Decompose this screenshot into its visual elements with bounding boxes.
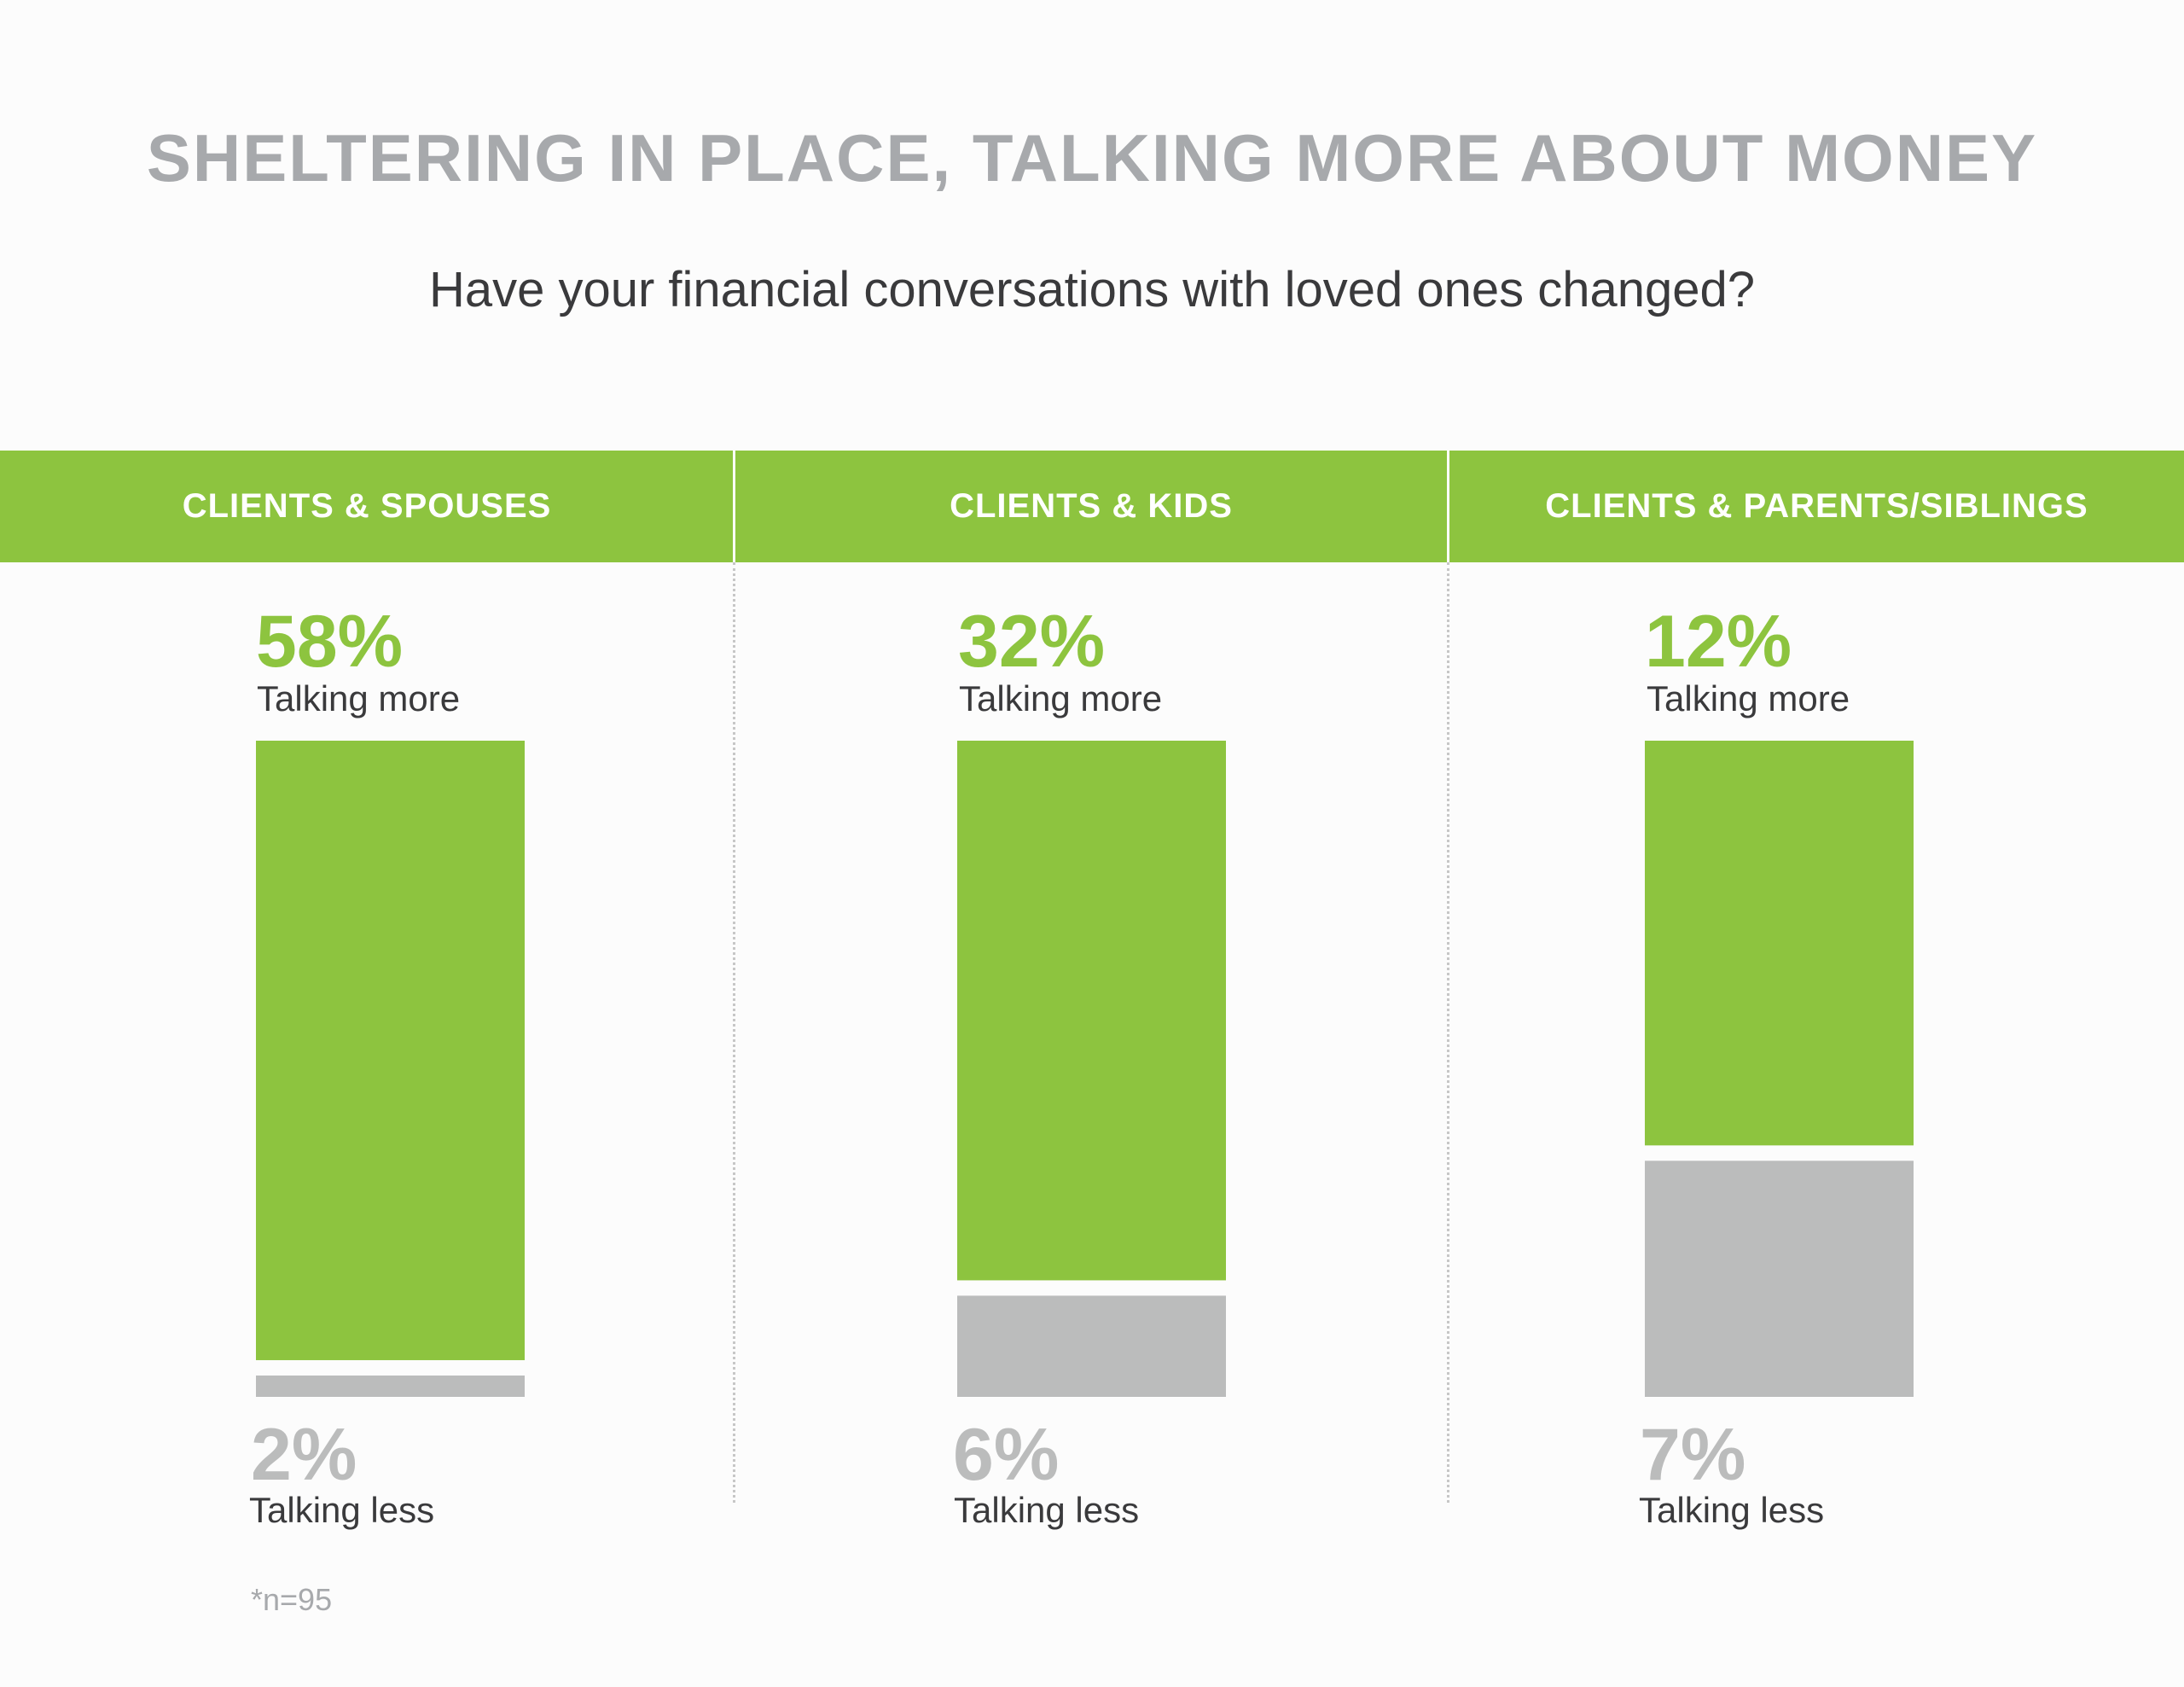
bar-talking-more bbox=[256, 741, 525, 1360]
chart-subtitle: Have your financial conversations with l… bbox=[428, 262, 1756, 317]
data-label-talking-more: 12% bbox=[1645, 601, 1792, 683]
column-divider bbox=[733, 562, 735, 1503]
bar-talking-less bbox=[256, 1375, 525, 1397]
series-label-talking-more: Talking more bbox=[257, 678, 461, 718]
series-label-talking-less: Talking less bbox=[1639, 1490, 1825, 1530]
bar-talking-less bbox=[1645, 1161, 1914, 1397]
series-label-talking-more: Talking more bbox=[959, 678, 1163, 718]
data-label-talking-less: 6% bbox=[953, 1414, 1060, 1496]
category-label: CLIENTS & SPOUSES bbox=[182, 487, 552, 525]
header-divider bbox=[1447, 451, 1449, 562]
data-label-talking-less: 7% bbox=[1640, 1414, 1746, 1496]
series-label-talking-less: Talking less bbox=[249, 1490, 435, 1530]
category-label: CLIENTS & KIDS bbox=[950, 487, 1233, 525]
category-header-band bbox=[0, 451, 2184, 562]
series-label-talking-more: Talking more bbox=[1647, 678, 1850, 718]
header-divider bbox=[733, 451, 735, 562]
category-label: CLIENTS & PARENTS/SIBLINGS bbox=[1545, 487, 2088, 525]
chart-title: SHELTERING IN PLACE, TALKING MORE ABOUT … bbox=[146, 120, 2038, 195]
bar-talking-more bbox=[957, 741, 1226, 1281]
series-label-talking-less: Talking less bbox=[954, 1490, 1140, 1530]
sample-size-note: *n=95 bbox=[251, 1582, 333, 1617]
bar-talking-less bbox=[957, 1295, 1226, 1397]
data-label-talking-more: 32% bbox=[958, 601, 1106, 683]
data-label-talking-more: 58% bbox=[256, 601, 404, 683]
bar-talking-more bbox=[1645, 741, 1914, 1146]
column-divider bbox=[1447, 562, 1449, 1503]
data-label-talking-less: 2% bbox=[251, 1414, 357, 1496]
